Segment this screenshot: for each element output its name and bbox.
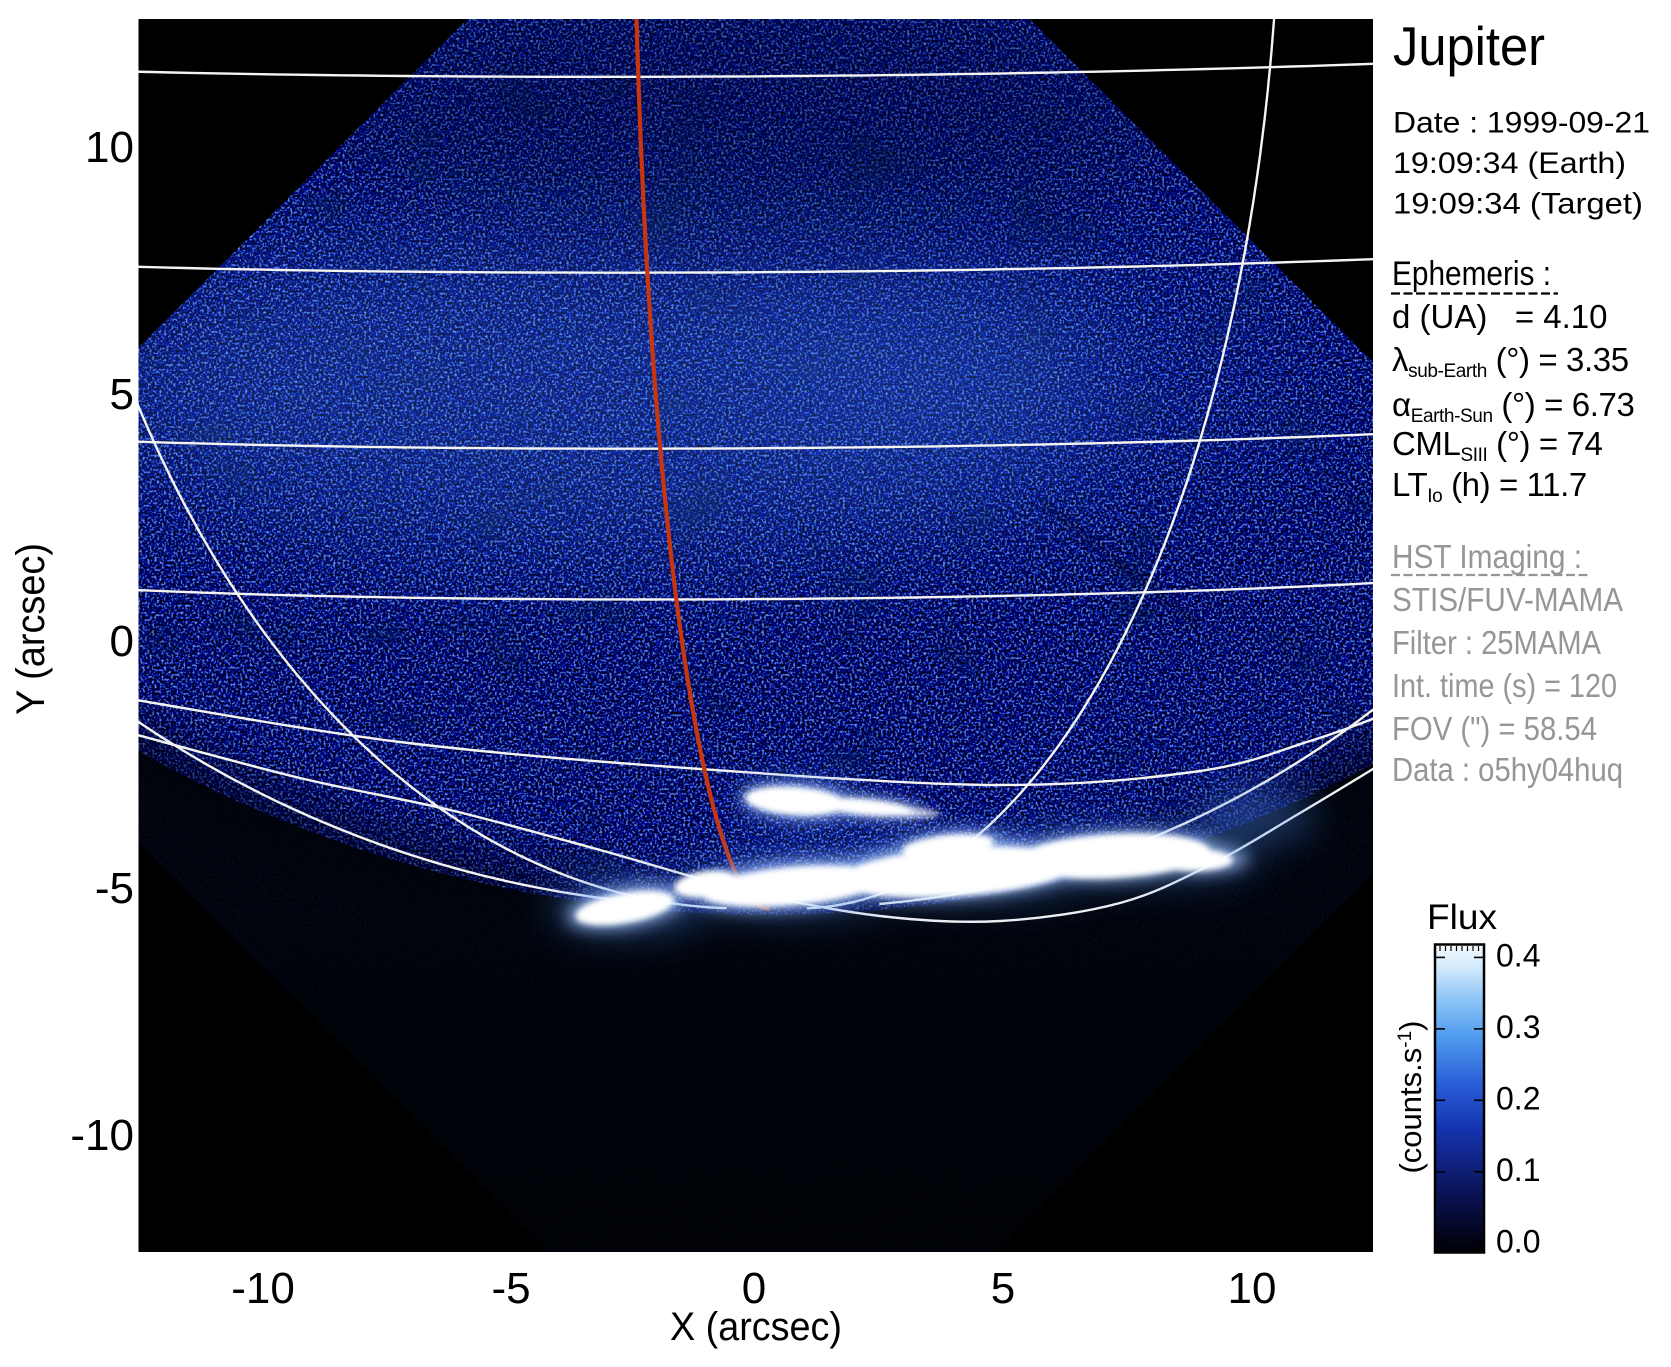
svg-text:HST Imaging :: HST Imaging : (1392, 538, 1582, 575)
svg-text:FOV (") = 58.54: FOV (") = 58.54 (1392, 710, 1597, 747)
svg-text:-10: -10 (70, 1111, 134, 1160)
svg-text:Flux: Flux (1427, 898, 1498, 937)
svg-text:CMLSIII (°) = 74: CMLSIII (°) = 74 (1392, 425, 1603, 466)
svg-text:5: 5 (991, 1264, 1015, 1313)
svg-text:STIS/FUV-MAMA: STIS/FUV-MAMA (1392, 581, 1623, 618)
svg-text:Int. time (s) = 120: Int. time (s) = 120 (1392, 667, 1617, 704)
svg-text:d (UA) = 4.10: d (UA) = 4.10 (1392, 298, 1608, 335)
svg-text:19:09:34 (Target): 19:09:34 (Target) (1393, 188, 1643, 221)
svg-text:Data : o5hy04huq: Data : o5hy04huq (1392, 751, 1623, 788)
svg-text:10: 10 (1228, 1264, 1277, 1313)
svg-text:19:09:34 (Earth): 19:09:34 (Earth) (1393, 147, 1626, 180)
svg-text:0.2: 0.2 (1496, 1080, 1540, 1116)
svg-text:Ephemeris :: Ephemeris : (1392, 255, 1551, 293)
svg-text:αEarth-Sun (°) = 6.73: αEarth-Sun (°) = 6.73 (1392, 386, 1634, 427)
svg-text:5: 5 (110, 370, 134, 419)
svg-text:Filter : 25MAMA: Filter : 25MAMA (1392, 624, 1601, 661)
svg-text:X (arcsec): X (arcsec) (670, 1305, 842, 1349)
svg-text:Jupiter: Jupiter (1393, 15, 1545, 77)
svg-text:(counts.s-1): (counts.s-1) (1393, 1020, 1428, 1173)
svg-text:0.0: 0.0 (1496, 1223, 1540, 1259)
svg-text:LTIo (h) = 11.7: LTIo (h) = 11.7 (1392, 466, 1587, 507)
svg-text:-10: -10 (231, 1264, 295, 1313)
svg-text:0: 0 (742, 1264, 766, 1313)
svg-text:-5: -5 (491, 1264, 530, 1313)
svg-text:Y (arcsec): Y (arcsec) (9, 543, 53, 715)
svg-text:-5: -5 (95, 864, 134, 913)
svg-text:λsub-Earth (°) = 3.35: λsub-Earth (°) = 3.35 (1392, 341, 1629, 382)
svg-text:0: 0 (110, 617, 134, 666)
svg-text:Date : 1999-09-21: Date : 1999-09-21 (1393, 107, 1650, 140)
svg-text:0.3: 0.3 (1496, 1009, 1540, 1045)
svg-text:0.1: 0.1 (1496, 1152, 1540, 1188)
svg-text:0.4: 0.4 (1496, 938, 1540, 974)
svg-text:10: 10 (85, 123, 134, 172)
